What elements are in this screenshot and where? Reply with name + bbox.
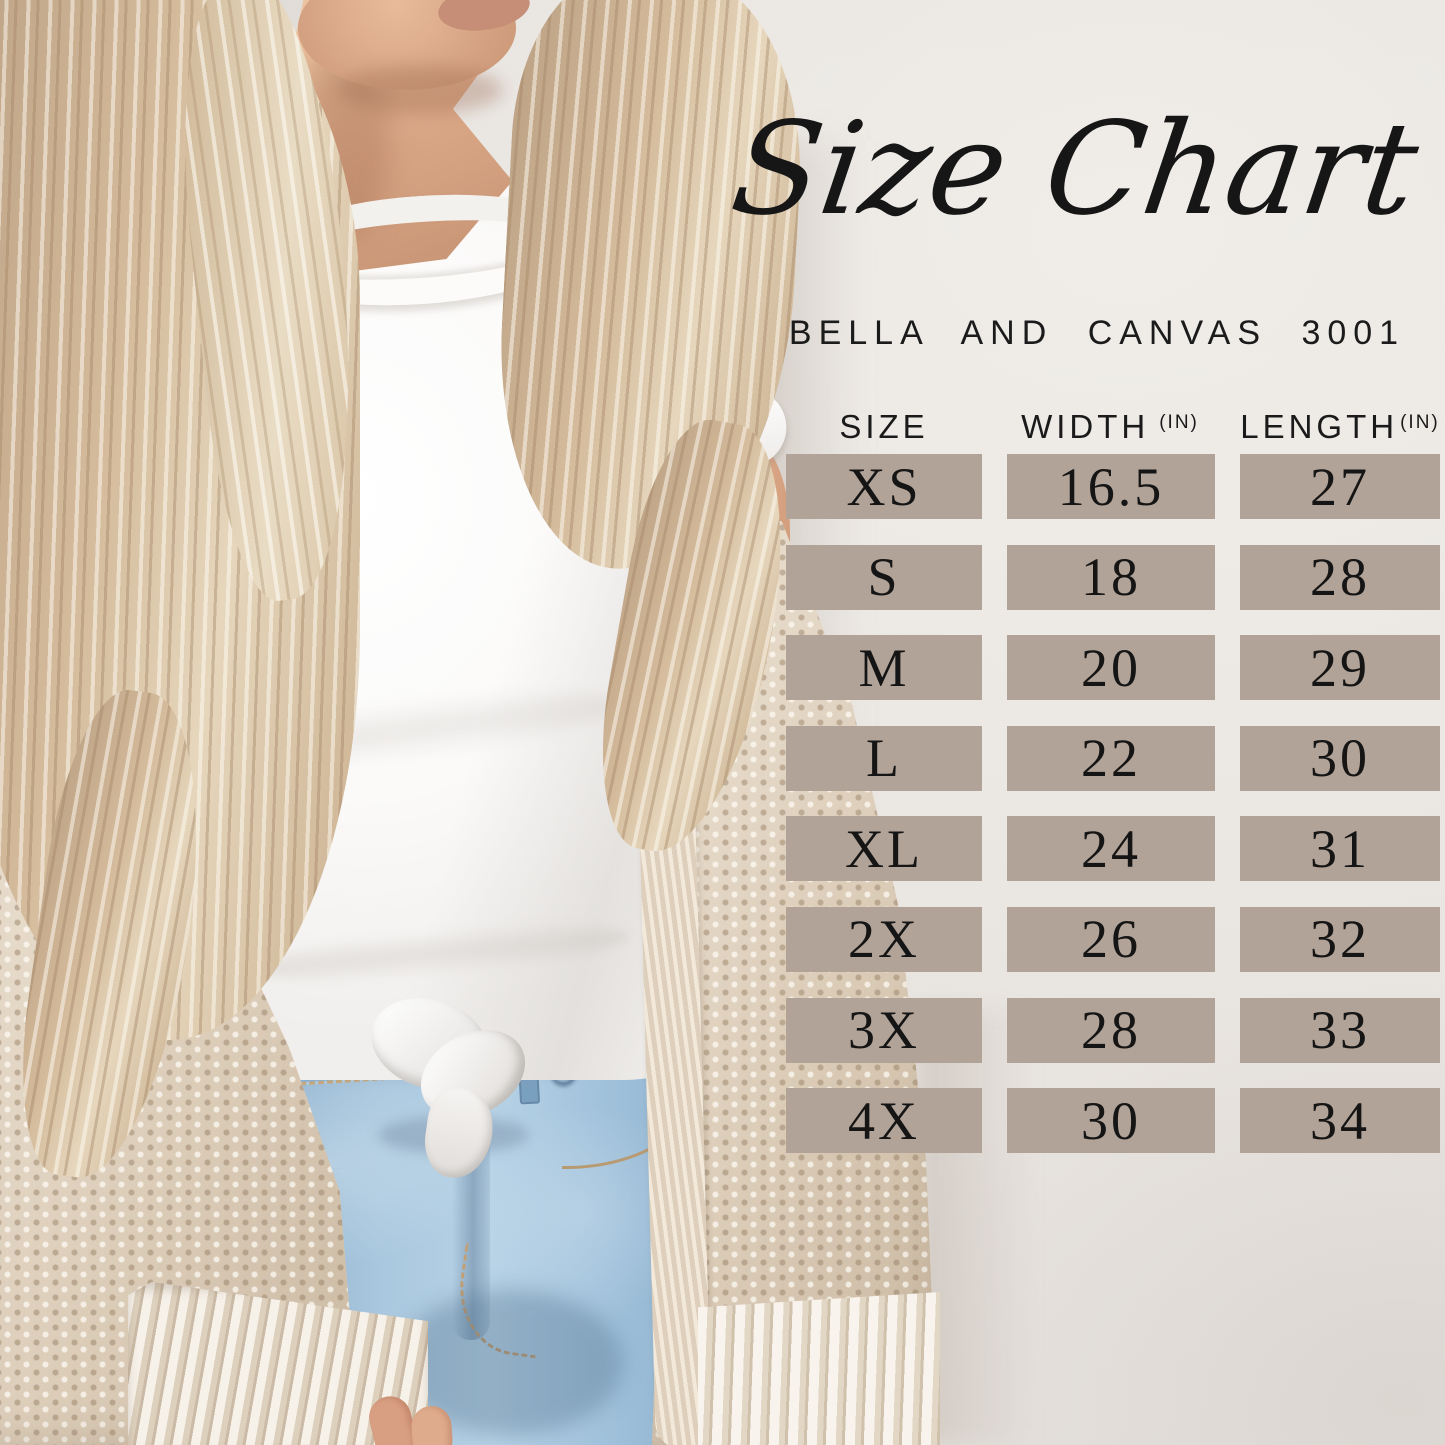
size-cell: XS <box>786 454 982 519</box>
size-cell: L <box>786 725 982 791</box>
length-cell: 27 <box>1240 454 1440 519</box>
chart-subtitle: BELLA AND CANVAS 3001 <box>788 314 1406 352</box>
size-cell: S <box>786 544 982 610</box>
width-cell: 30 <box>1007 1088 1215 1154</box>
cardigan-right-cuff <box>698 1292 940 1445</box>
size-cell: M <box>786 635 982 701</box>
width-cell: 18 <box>1007 544 1215 610</box>
size-cell: 4X <box>786 1088 982 1154</box>
length-cell: 33 <box>1240 997 1440 1063</box>
length-cell: 34 <box>1240 1088 1440 1154</box>
width-cell: 26 <box>1007 906 1215 972</box>
length-cell: 29 <box>1240 635 1440 701</box>
width-header-label: WIDTH <box>1021 408 1150 445</box>
column-header-length: LENGTH (IN) <box>1240 398 1440 450</box>
size-cell: 3X <box>786 997 982 1063</box>
width-cell: 24 <box>1007 816 1215 882</box>
width-cell: 28 <box>1007 997 1215 1063</box>
width-unit-label: (IN) <box>1159 412 1199 433</box>
jaw-shadow <box>338 66 503 114</box>
size-cell: XL <box>786 816 982 882</box>
width-cell: 16.5 <box>1007 454 1215 519</box>
width-cell: 22 <box>1007 725 1215 791</box>
length-header-label: LENGTH <box>1240 408 1399 445</box>
length-cell: 28 <box>1240 544 1440 610</box>
width-cell: 20 <box>1007 635 1215 701</box>
size-cell: 2X <box>786 906 982 972</box>
size-header-label: SIZE <box>839 408 929 445</box>
column-header-size: SIZE <box>786 398 982 450</box>
size-table: XS 16.5 27 S 18 28 M 20 29 L 22 30 XL 24… <box>786 454 1440 1154</box>
length-unit-label: (IN) <box>1400 412 1440 433</box>
length-cell: 32 <box>1240 906 1440 972</box>
length-cell: 30 <box>1240 725 1440 791</box>
chart-title: Size Chart <box>723 95 1427 244</box>
length-cell: 31 <box>1240 816 1440 882</box>
column-header-width: WIDTH (IN) <box>1006 398 1214 450</box>
